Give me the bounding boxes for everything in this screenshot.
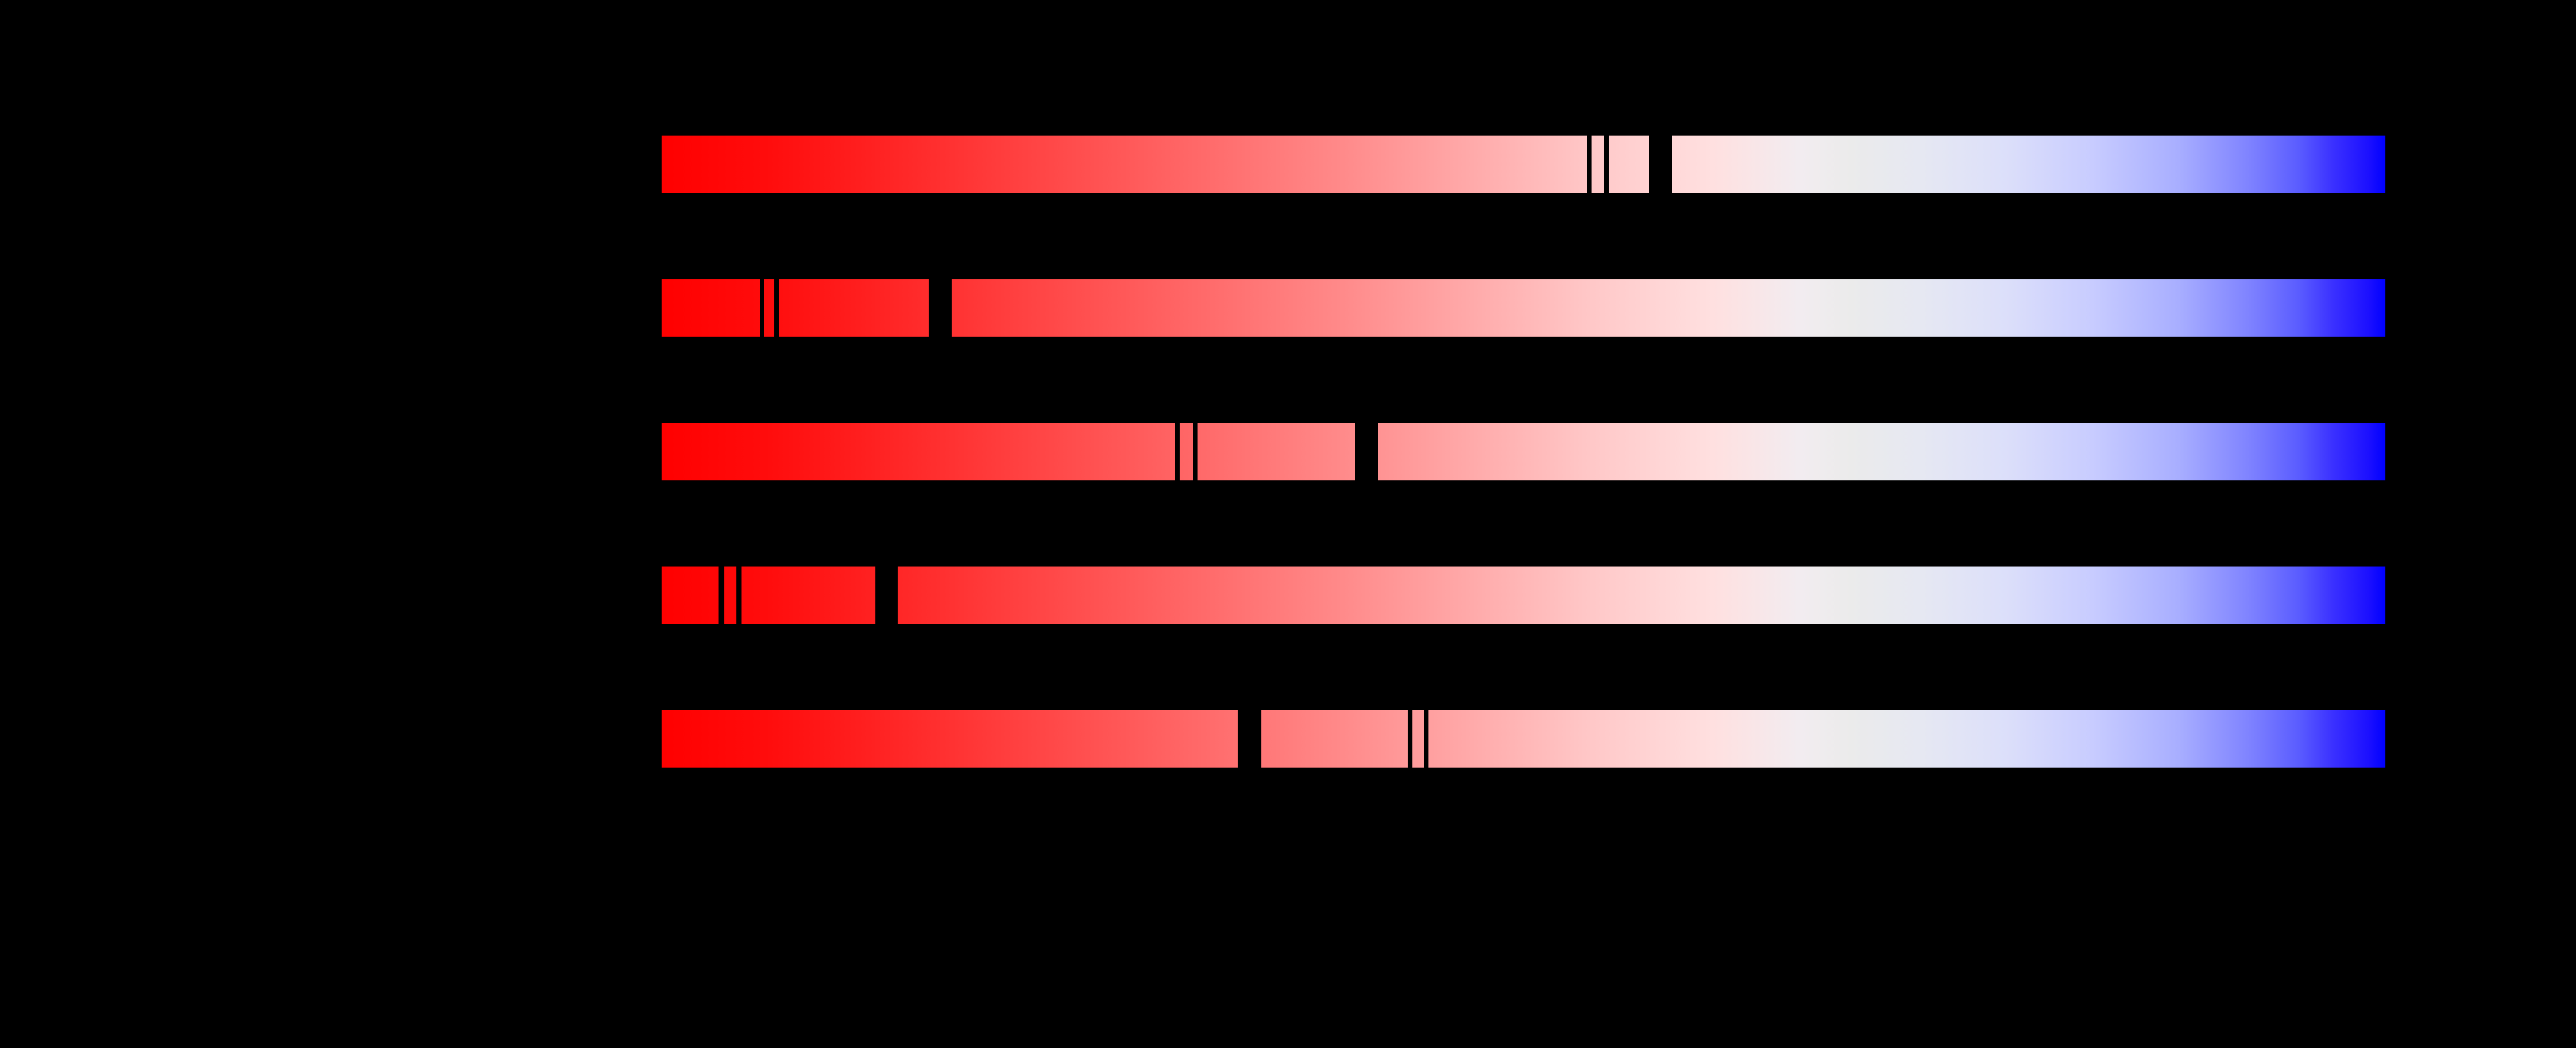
gradient-fill bbox=[952, 279, 2385, 337]
gradient-fill bbox=[741, 567, 875, 624]
gradient-fill bbox=[763, 279, 774, 337]
colorbar-segment bbox=[662, 279, 760, 337]
gradient-fill bbox=[724, 567, 736, 624]
gradient-fill bbox=[1609, 136, 1649, 193]
gradient-fill bbox=[662, 567, 719, 624]
colorbar-segment bbox=[952, 279, 2385, 337]
gradient-fill bbox=[779, 279, 929, 337]
gradient-fill bbox=[897, 567, 2385, 624]
colorbar-segment bbox=[1428, 710, 2385, 768]
gradient-fill bbox=[1428, 710, 2385, 768]
colorbar-segment bbox=[724, 567, 736, 624]
colorbar-segment bbox=[741, 567, 875, 624]
colorbar-segment bbox=[1261, 710, 1408, 768]
gradient-fill bbox=[1377, 423, 2385, 480]
colorbar-segment bbox=[662, 423, 1175, 480]
colorbar-segment bbox=[897, 567, 2385, 624]
gradient-fill bbox=[1261, 710, 1408, 768]
colorbar-segment bbox=[779, 279, 929, 337]
colorbar-segment bbox=[1592, 136, 1604, 193]
gradient-fill bbox=[662, 710, 1238, 768]
colorbar-row-2 bbox=[662, 279, 2385, 337]
colorbar-segment bbox=[1198, 423, 1355, 480]
gradient-fill bbox=[662, 136, 1587, 193]
gradient-fill bbox=[662, 279, 760, 337]
colorbar-row-5 bbox=[662, 710, 2385, 768]
gradient-fill bbox=[1592, 136, 1604, 193]
colorbar-row-4 bbox=[662, 567, 2385, 624]
colorbar-segment bbox=[763, 279, 774, 337]
colorbar-segment bbox=[662, 567, 719, 624]
gradient-fill bbox=[662, 423, 1175, 480]
colorbar-segment bbox=[1377, 423, 2385, 480]
colorbar-row-3 bbox=[662, 423, 2385, 480]
colorbar-segment bbox=[1609, 136, 1649, 193]
colorbar-segment bbox=[662, 710, 1238, 768]
gradient-fill bbox=[1412, 710, 1424, 768]
gradient-fill bbox=[1180, 423, 1193, 480]
colorbar-segment bbox=[1180, 423, 1193, 480]
colorbar-row-1 bbox=[662, 136, 2385, 193]
colorbar-segment bbox=[1412, 710, 1424, 768]
gradient-fill bbox=[1671, 136, 2385, 193]
gradient-fill bbox=[1198, 423, 1355, 480]
colorbar-segment bbox=[662, 136, 1587, 193]
colorbar-segment bbox=[1671, 136, 2385, 193]
